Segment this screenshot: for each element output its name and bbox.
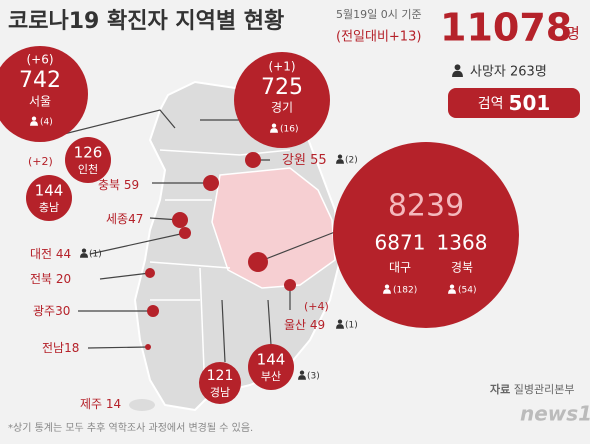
text-part: 전북 — [30, 272, 52, 286]
name: 충남 — [39, 201, 59, 214]
text-part: 검역 — [478, 96, 504, 112]
label: 전북 20 — [30, 272, 71, 286]
title: 코로나19 확진자 지역별 현황 — [8, 9, 284, 34]
name: 부산 — [261, 370, 281, 383]
person-icon — [336, 319, 344, 329]
deaths: (1) — [89, 250, 102, 260]
count: 725 — [261, 75, 303, 100]
text-part: 광주 — [33, 304, 55, 318]
dg-total: 8239 — [388, 189, 464, 224]
date: 5월19일 0시 기준 — [336, 7, 422, 21]
text-part: 20 — [56, 272, 71, 286]
seoul-circle — [0, 46, 88, 142]
text-part: 18 — [64, 341, 79, 355]
count: 6871 — [375, 231, 426, 255]
name: 서울 — [29, 95, 51, 109]
logo: news1 — [520, 402, 590, 426]
dg-circle — [333, 142, 519, 328]
text-part: 강원 — [282, 153, 306, 168]
busan-circle — [248, 344, 294, 390]
deaths: (4) — [40, 118, 53, 128]
name: 경기 — [271, 101, 293, 115]
count: 126 — [74, 144, 103, 162]
count: 1368 — [437, 231, 488, 255]
source: 자료 질병관리본부 — [490, 382, 574, 396]
deaths: 사망자 263명 — [470, 65, 547, 80]
label: 대전 44 — [30, 247, 71, 261]
text-part: 30 — [55, 304, 70, 318]
name: 경북 — [451, 261, 473, 275]
province-lines — [149, 149, 291, 396]
gyeonggi-circle — [234, 52, 330, 148]
text-part: 전남 — [42, 341, 64, 355]
gyeongnam-circle — [199, 362, 241, 404]
quarantine-box — [448, 88, 580, 118]
change: (+1) — [268, 60, 295, 74]
name: 인천 — [78, 162, 98, 176]
text-part: 자료 — [490, 382, 510, 396]
dots — [145, 152, 296, 350]
text-part: 질병관리본부 — [514, 383, 575, 396]
text-part: 14 — [106, 397, 121, 411]
text-part: 울산 — [284, 318, 306, 332]
text-part: 충북 — [98, 178, 120, 192]
change: (전일대비+13) — [336, 30, 421, 45]
label: 광주30 — [33, 304, 70, 318]
change: (+6) — [26, 53, 53, 67]
deaths: (1) — [345, 321, 358, 331]
text-part: 44 — [56, 247, 71, 261]
label: 강원 55 — [282, 153, 327, 168]
label: 제주 14 — [80, 397, 121, 411]
chungnam-circle — [26, 175, 72, 221]
name: 경남 — [210, 386, 230, 399]
count: 742 — [19, 68, 61, 93]
quarantine: 검역 501 — [478, 91, 551, 115]
label: 충북 59 — [98, 178, 139, 192]
deaths: (2) — [345, 156, 358, 166]
count: 144 — [35, 182, 64, 200]
person-icon — [298, 370, 306, 380]
jeju — [129, 399, 155, 411]
name: 대구 — [389, 261, 411, 275]
person-icon — [336, 154, 344, 164]
deaths: (54) — [458, 286, 476, 296]
label: 울산 49 — [284, 318, 325, 332]
gyeongbuk-area — [211, 167, 336, 289]
change: (+4) — [304, 300, 329, 313]
connectors — [59, 109, 341, 363]
person-icon — [452, 64, 463, 77]
text-part: 세종 — [106, 212, 128, 226]
text-part: 49 — [310, 318, 325, 332]
incheon-circle — [65, 137, 111, 183]
total: 11078 — [440, 6, 572, 50]
text-part: 제주 — [80, 397, 102, 411]
deaths: (16) — [280, 125, 298, 135]
text-part: 55 — [310, 153, 327, 168]
text-part: 59 — [124, 178, 139, 192]
text-part: 501 — [509, 91, 551, 115]
change: (+2) — [28, 155, 53, 168]
person-icon — [80, 248, 88, 258]
unit: 명 — [566, 25, 580, 43]
count: 121 — [207, 368, 234, 384]
deaths: (3) — [307, 372, 320, 382]
count: 144 — [257, 351, 286, 369]
label: 전남18 — [42, 341, 79, 355]
label: 세종47 — [106, 212, 143, 226]
footnote: *상기 통계는 모두 추후 역학조사 과정에서 변경될 수 있음. — [8, 421, 253, 434]
text-part: 47 — [128, 212, 143, 226]
text-part: 대전 — [30, 247, 52, 261]
deaths: (182) — [393, 286, 417, 296]
